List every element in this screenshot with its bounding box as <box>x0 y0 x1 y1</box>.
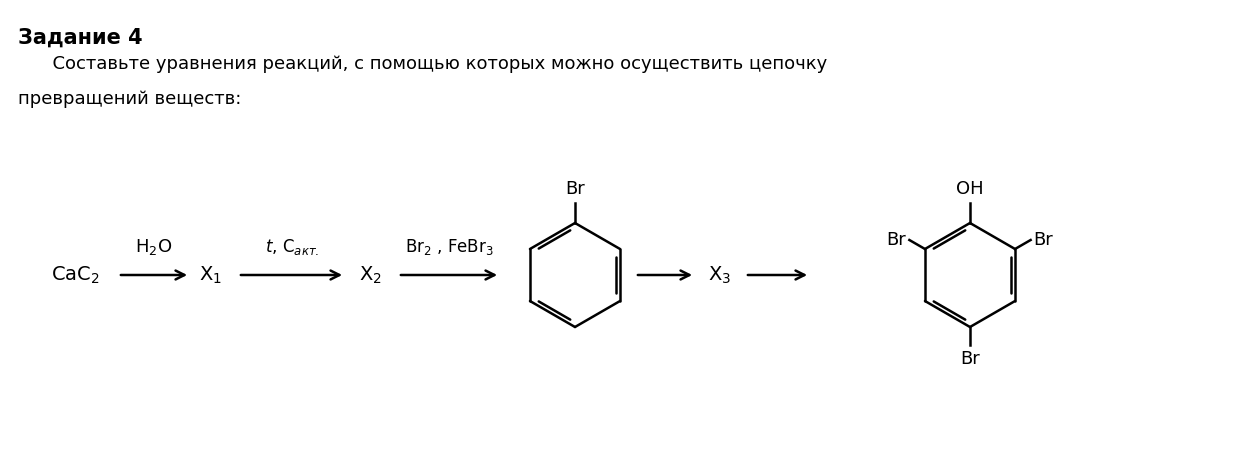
Text: превращений веществ:: превращений веществ: <box>17 90 241 108</box>
Text: Br$_2$ , FeBr$_3$: Br$_2$ , FeBr$_3$ <box>405 237 493 257</box>
Text: Br: Br <box>1033 231 1053 249</box>
Text: X$_1$: X$_1$ <box>199 264 221 285</box>
Text: Br: Br <box>565 180 585 198</box>
Text: X$_2$: X$_2$ <box>359 264 381 285</box>
Text: Составьте уравнения реакций, с помощью которых можно осуществить цепочку: Составьте уравнения реакций, с помощью к… <box>17 55 827 73</box>
Text: Br: Br <box>960 350 980 368</box>
Text: Задание 4: Задание 4 <box>17 28 143 48</box>
Text: X$_3$: X$_3$ <box>708 264 732 285</box>
Text: OH: OH <box>956 180 984 198</box>
Text: $t$, C$_{акт.}$: $t$, C$_{акт.}$ <box>265 237 319 257</box>
Text: Br: Br <box>887 231 907 249</box>
Text: CaC$_2$: CaC$_2$ <box>51 264 99 285</box>
Text: H$_2$O: H$_2$O <box>135 237 173 257</box>
